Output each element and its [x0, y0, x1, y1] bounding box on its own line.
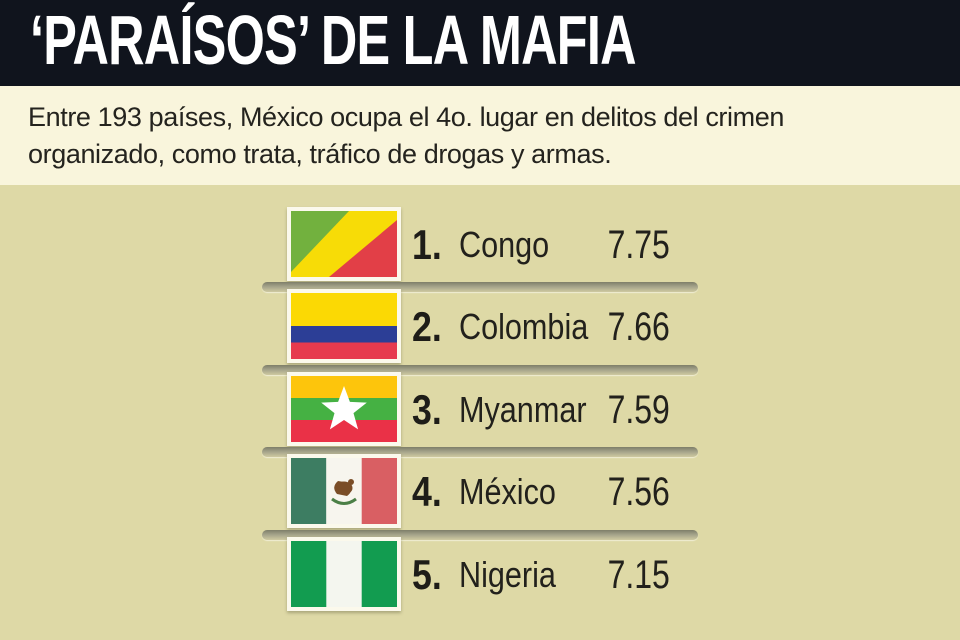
subtitle-text: Entre 193 países, México ocupa el 4o. lu… — [0, 86, 960, 173]
score-value: 7.59 — [607, 388, 670, 432]
score-value: 7.75 — [607, 223, 670, 267]
country-name: Myanmar — [459, 389, 587, 430]
congo-flag-icon — [287, 207, 401, 281]
rank-number: 5. — [412, 551, 442, 598]
score-value: 7.56 — [607, 470, 670, 514]
page-title: ‘PARAÍSOS’ DE LA MAFIA — [30, 1, 637, 79]
ranking-list: 1. Congo 7.75 2. Colombia 7.66 3. M — [0, 185, 960, 640]
nigeria-flag-icon — [287, 537, 401, 611]
ranking-row: 3. Myanmar 7.59 — [0, 372, 960, 446]
ranking-row: 4. México 7.56 — [0, 454, 960, 528]
rank-number: 3. — [412, 386, 442, 433]
row-divider — [262, 530, 698, 540]
colombia-flag-icon — [287, 289, 401, 363]
country-name: Nigeria — [459, 554, 556, 595]
country-name: Colombia — [459, 306, 589, 347]
row-divider — [262, 365, 698, 375]
ranking-row: 5. Nigeria 7.15 — [0, 537, 960, 611]
subtitle-line-1: Entre 193 países, México ocupa el 4o. lu… — [28, 102, 784, 132]
title-bar: ‘PARAÍSOS’ DE LA MAFIA — [0, 0, 960, 86]
ranking-row: 2. Colombia 7.66 — [0, 289, 960, 363]
country-name: México — [459, 471, 556, 512]
score-value: 7.15 — [607, 553, 670, 597]
row-divider — [262, 447, 698, 457]
subtitle-line-2: organizado, como trata, tráfico de droga… — [28, 139, 612, 169]
rank-number: 2. — [412, 303, 442, 350]
subtitle-band: Entre 193 países, México ocupa el 4o. lu… — [0, 86, 960, 185]
rank-number: 1. — [412, 221, 442, 268]
rank-number: 4. — [412, 468, 442, 515]
score-value: 7.66 — [607, 305, 670, 349]
ranking-row: 1. Congo 7.75 — [0, 207, 960, 281]
country-name: Congo — [459, 224, 550, 265]
row-divider — [262, 282, 698, 292]
mexico-flag-icon — [287, 454, 401, 528]
myanmar-flag-icon — [287, 372, 401, 446]
